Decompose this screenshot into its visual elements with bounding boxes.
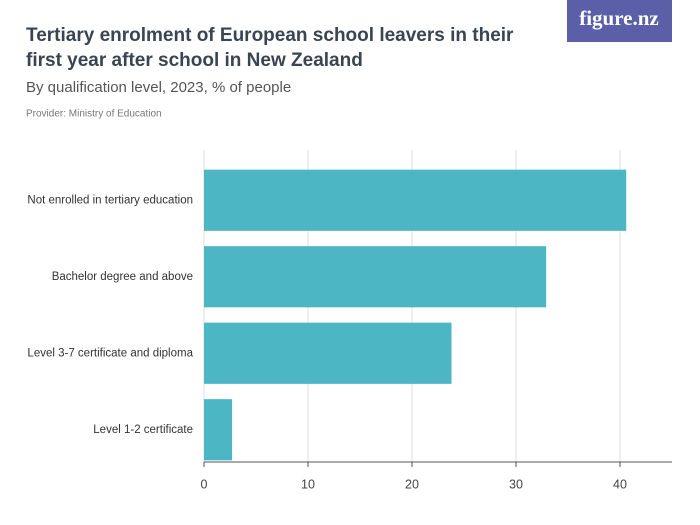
y-tick-label: Level 1-2 certificate — [93, 424, 193, 436]
subtitle: By qualification level, 2023, % of peopl… — [26, 79, 291, 96]
y-tick-label: Bachelor degree and above — [52, 271, 193, 283]
bar — [204, 169, 627, 231]
y-tick-label: Not enrolled in tertiary education — [27, 194, 193, 206]
bar — [204, 246, 547, 308]
x-tick-label: 30 — [509, 477, 523, 491]
logo: figure.nz — [579, 6, 659, 30]
x-tick-label: 20 — [405, 477, 419, 491]
x-tick-label: 0 — [201, 477, 208, 491]
provider: Provider: Ministry of Education — [26, 109, 162, 120]
chart-title: Tertiary enrolment of European school le… — [26, 25, 514, 71]
bar — [204, 399, 233, 461]
x-tick-label: 40 — [613, 477, 627, 491]
logo-box — [567, 0, 672, 42]
bar — [204, 322, 452, 384]
x-tick-label: 10 — [301, 477, 315, 491]
y-tick-label: Level 3-7 certificate and diploma — [27, 347, 193, 359]
